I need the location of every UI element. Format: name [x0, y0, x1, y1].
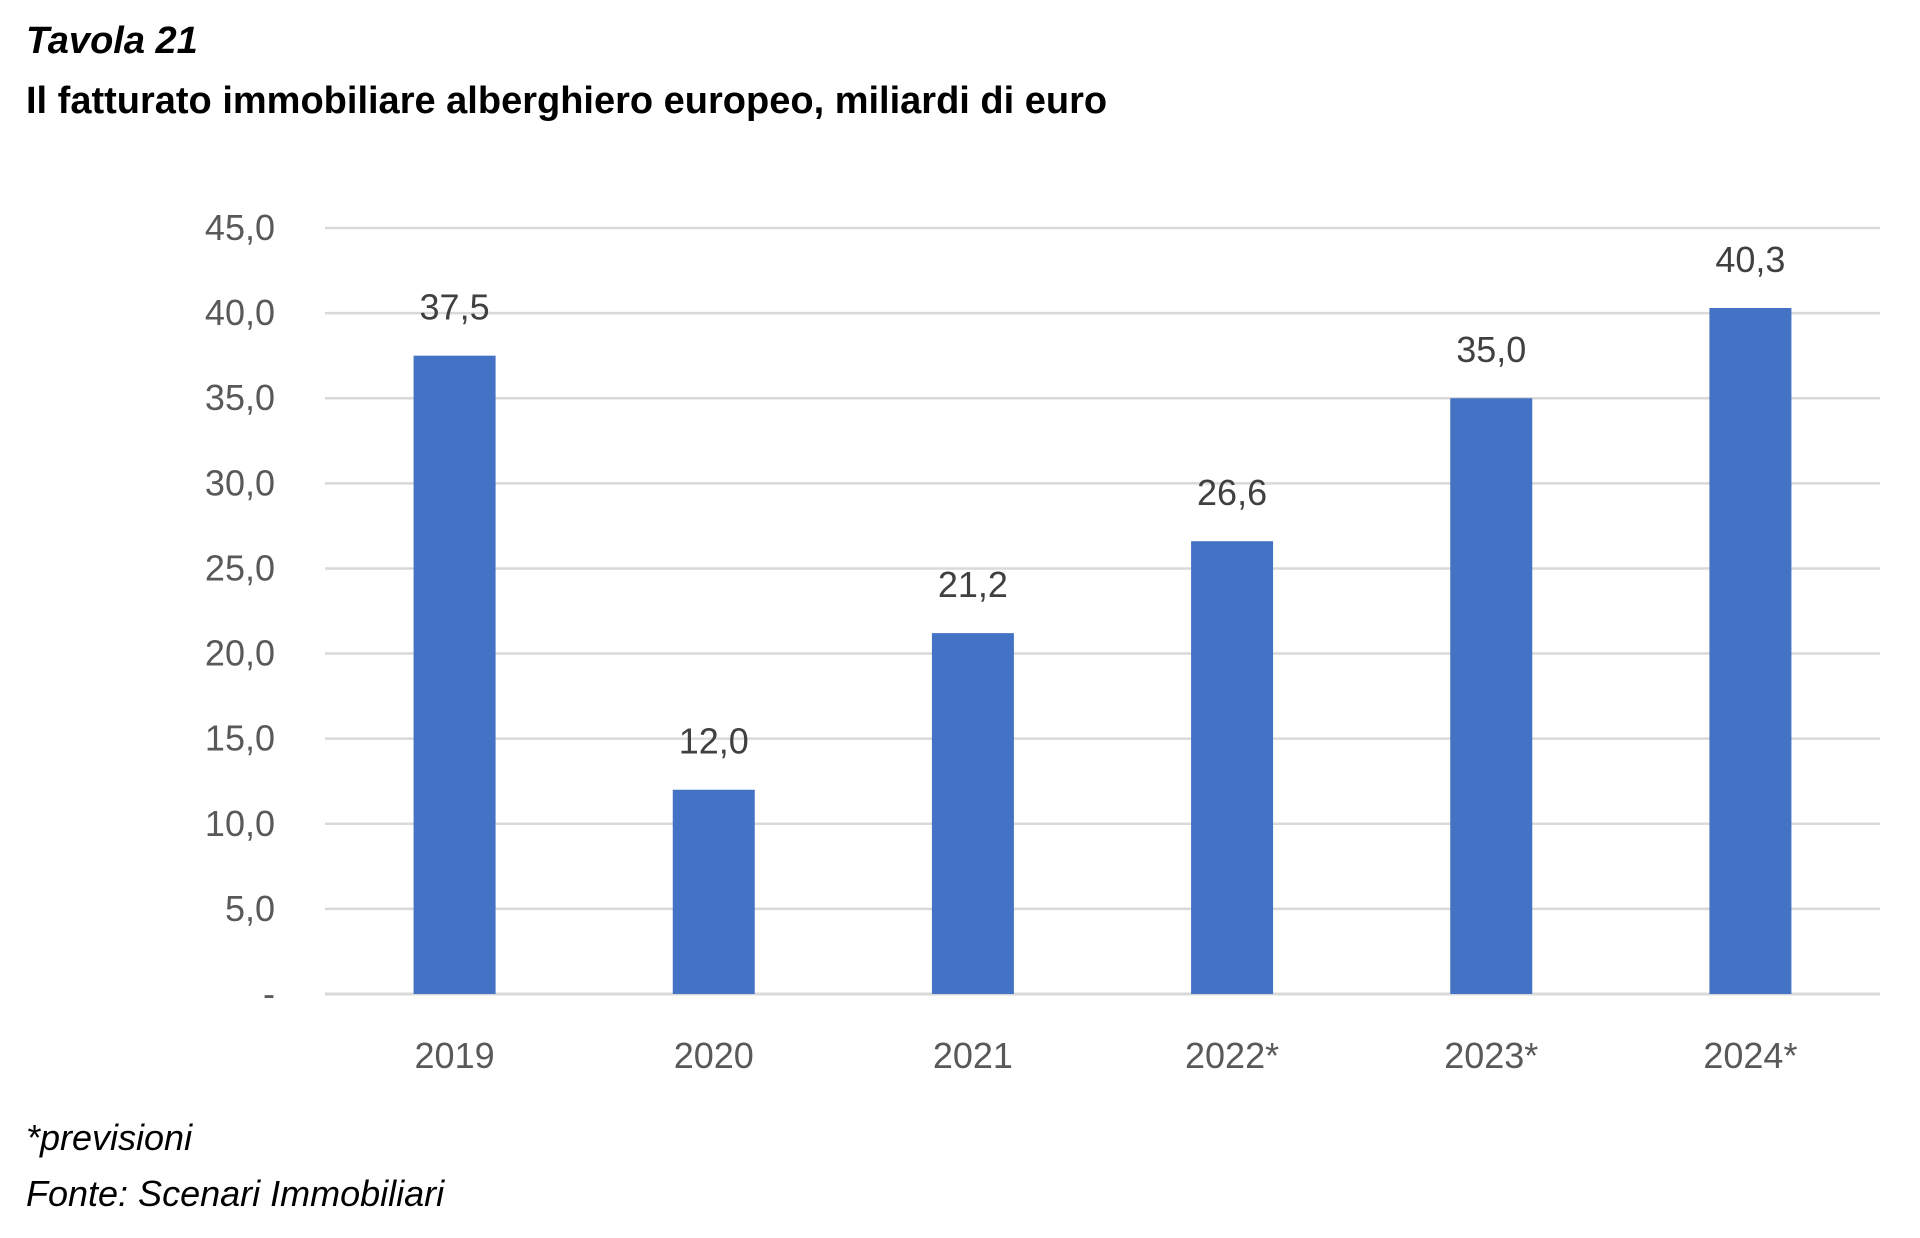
bars [413, 308, 1792, 995]
data-label: 40,3 [1715, 239, 1785, 280]
bar-2019 [413, 355, 496, 995]
bar-2024 [1709, 308, 1792, 994]
x-tick-label: 2022* [1185, 1035, 1279, 1076]
y-tick-label: 20,0 [205, 633, 275, 674]
x-tick-label: 2020 [674, 1035, 754, 1076]
footnote: *previsioni [26, 1117, 193, 1158]
y-tick-label: 10,0 [205, 803, 275, 844]
data-label: 35,0 [1456, 329, 1526, 370]
y-tick-label: 25,0 [205, 547, 275, 588]
x-tick-label: 2019 [415, 1035, 495, 1076]
y-tick-label: 40,0 [205, 292, 275, 333]
x-axis-tick-labels: 2019 2020 2021 2022* 2023* 2024* [415, 1035, 1798, 1076]
y-tick-label: 45,0 [205, 207, 275, 248]
y-tick-label: 15,0 [205, 718, 275, 759]
y-tick-label: 35,0 [205, 377, 275, 418]
y-axis-tick-labels: - 5,0 10,0 15,0 20,0 25,0 30,0 35,0 40,0 45,0 [205, 207, 275, 1014]
x-tick-label: 2023* [1444, 1035, 1538, 1076]
data-label: 26,6 [1197, 472, 1267, 513]
table-number: Tavola 21 [26, 20, 198, 62]
x-tick-label: 2021 [933, 1035, 1013, 1076]
data-label: 12,0 [679, 721, 749, 762]
data-label: 37,5 [420, 287, 490, 328]
source-note: Fonte: Scenari Immobiliari [26, 1173, 445, 1214]
y-tick-label: - [263, 973, 275, 1014]
x-tick-label: 2024* [1703, 1035, 1797, 1076]
bar-2022 [1191, 541, 1274, 994]
data-label: 21,2 [938, 564, 1008, 605]
bar-2023 [1450, 398, 1533, 994]
chart-title: Il fatturato immobiliare alberghiero eur… [26, 80, 1108, 122]
y-tick-label: 5,0 [225, 888, 275, 929]
gridlines [325, 226, 1880, 996]
bar-2021 [931, 633, 1014, 994]
y-tick-label: 30,0 [205, 462, 275, 503]
bar-2020 [672, 789, 755, 994]
data-labels: 37,5 12,0 21,2 26,6 35,0 40,3 [420, 239, 1786, 762]
